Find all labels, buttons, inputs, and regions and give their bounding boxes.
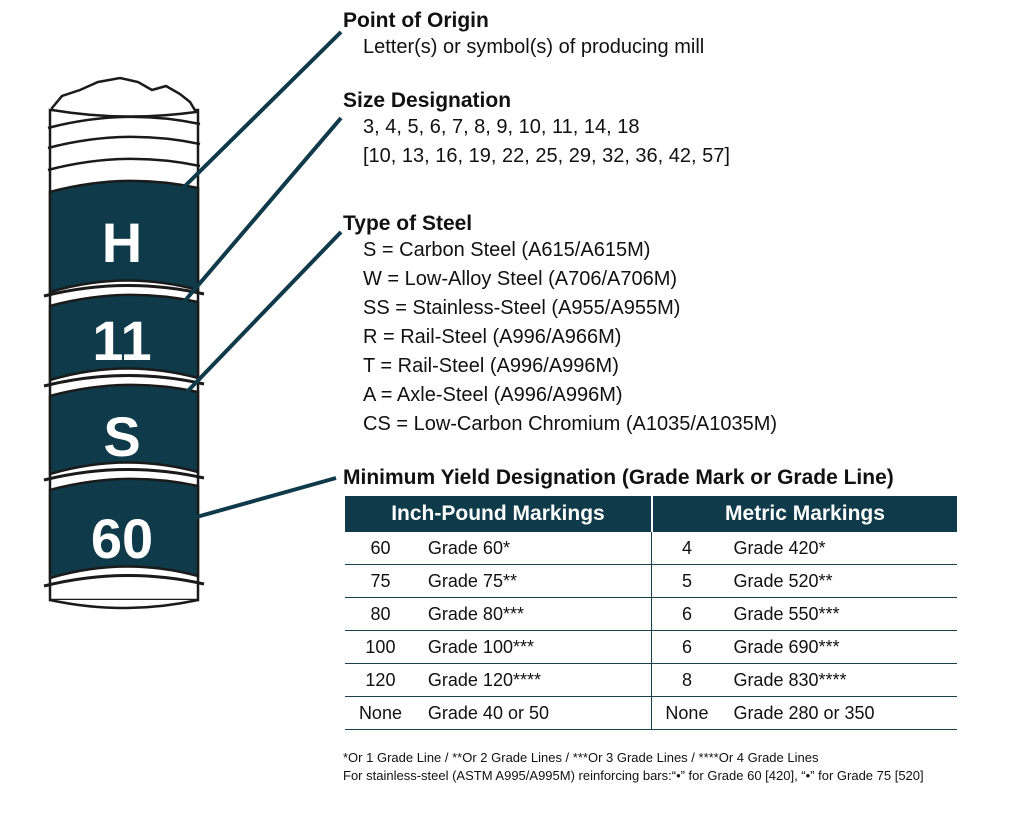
- inch-grade: Grade 100***: [415, 630, 652, 664]
- inch-number: 80: [345, 597, 416, 631]
- type-item: SS = Stainless-Steel (A955/A955M): [363, 297, 681, 319]
- bar-rib: [43, 467, 205, 482]
- grade-mark: 60: [91, 507, 153, 570]
- grade-table: Inch-Pound Markings Metric Markings 60 G…: [345, 496, 957, 730]
- bar-rib: [43, 283, 205, 298]
- grade-table-header: Inch-Pound Markings Metric Markings: [345, 496, 957, 532]
- metric-number: 4: [651, 532, 722, 565]
- type-item: CS = Low-Carbon Chromium (A1035/A1035M): [363, 413, 778, 435]
- type-item: A = Axle-Steel (A996/A996M): [363, 384, 623, 406]
- size-line-metric: [10, 13, 16, 19, 22, 25, 29, 32, 36, 42,…: [363, 145, 730, 167]
- metric-header: Metric Markings: [650, 496, 957, 532]
- inch-grade: Grade 120****: [415, 663, 652, 697]
- bar-top-end: [50, 76, 199, 118]
- metric-grade: Grade 550***: [721, 597, 957, 631]
- type-item: S = Carbon Steel (A615/A615M): [363, 239, 651, 261]
- yield-heading: Minimum Yield Designation (Grade Mark or…: [343, 466, 894, 489]
- bar-bottom-end: [49, 598, 199, 610]
- type-item: T = Rail-Steel (A996/A996M): [363, 355, 619, 377]
- leader-origin: [181, 30, 343, 190]
- rebar-bar: [43, 76, 205, 610]
- table-row: 100 Grade 100*** 6 Grade 690***: [345, 630, 957, 664]
- inch-grade: Grade 75**: [415, 564, 652, 598]
- metric-number: None: [651, 696, 722, 730]
- inch-pound-header: Inch-Pound Markings: [345, 496, 652, 532]
- inch-number: 100: [345, 630, 416, 664]
- metric-grade: Grade 280 or 350: [721, 696, 957, 730]
- bar-rib: [47, 157, 201, 172]
- type-item: W = Low-Alloy Steel (A706/A706M): [363, 268, 678, 290]
- inch-number: 75: [345, 564, 416, 598]
- leader-size: [181, 116, 343, 305]
- metric-grade: Grade 690***: [721, 630, 957, 664]
- origin-heading: Point of Origin: [343, 9, 489, 32]
- bar-rib: [47, 135, 201, 150]
- inch-grade: Grade 40 or 50: [415, 696, 652, 730]
- metric-number: 5: [651, 564, 722, 598]
- band-mill: [48, 179, 200, 294]
- band-type: [48, 383, 200, 476]
- inch-grade: Grade 60*: [415, 532, 652, 565]
- size-heading: Size Designation: [343, 89, 512, 112]
- bar-rib: [47, 115, 201, 130]
- type-heading: Type of Steel: [343, 212, 473, 235]
- metric-number: 8: [651, 663, 722, 697]
- table-row: 60 Grade 60* 4 Grade 420*: [345, 532, 957, 565]
- band-grade: [48, 477, 200, 580]
- table-row: 120 Grade 120**** 8 Grade 830****: [345, 663, 957, 697]
- inch-number: 120: [345, 663, 416, 697]
- table-row: None Grade 40 or 50 None Grade 280 or 35…: [345, 696, 957, 730]
- type-mark: S: [103, 405, 140, 468]
- inch-number: None: [345, 696, 416, 730]
- metric-number: 6: [651, 597, 722, 631]
- footnote-grade-lines: *Or 1 Grade Line / **Or 2 Grade Lines / …: [343, 750, 819, 765]
- inch-number: 60: [345, 532, 416, 565]
- leader-yield: [192, 476, 337, 520]
- table-row: 75 Grade 75** 5 Grade 520**: [345, 564, 957, 598]
- metric-grade: Grade 520**: [721, 564, 957, 598]
- metric-grade: Grade 420*: [721, 532, 957, 565]
- bar-rib: [43, 373, 205, 388]
- leader-type: [181, 230, 343, 398]
- size-mark: 11: [92, 309, 151, 372]
- bar-rib: [43, 573, 205, 588]
- size-line-inch: 3, 4, 5, 6, 7, 8, 9, 10, 11, 14, 18: [363, 116, 640, 138]
- type-of-steel-section: Type of Steel S = Carbon Steel (A615/A61…: [343, 212, 777, 439]
- point-of-origin-section: Point of Origin Letter(s) or symbol(s) o…: [343, 9, 704, 62]
- origin-text: Letter(s) or symbol(s) of producing mill: [363, 36, 705, 58]
- metric-grade: Grade 830****: [721, 663, 957, 697]
- footnote-stainless: For stainless-steel (ASTM A995/A995M) re…: [343, 768, 924, 783]
- mill-mark: H: [102, 211, 142, 274]
- table-row: 80 Grade 80*** 6 Grade 550***: [345, 597, 957, 631]
- metric-number: 6: [651, 630, 722, 664]
- inch-grade: Grade 80***: [415, 597, 652, 631]
- size-designation-section: Size Designation 3, 4, 5, 6, 7, 8, 9, 10…: [343, 89, 730, 171]
- type-item: R = Rail-Steel (A996/A966M): [363, 326, 622, 348]
